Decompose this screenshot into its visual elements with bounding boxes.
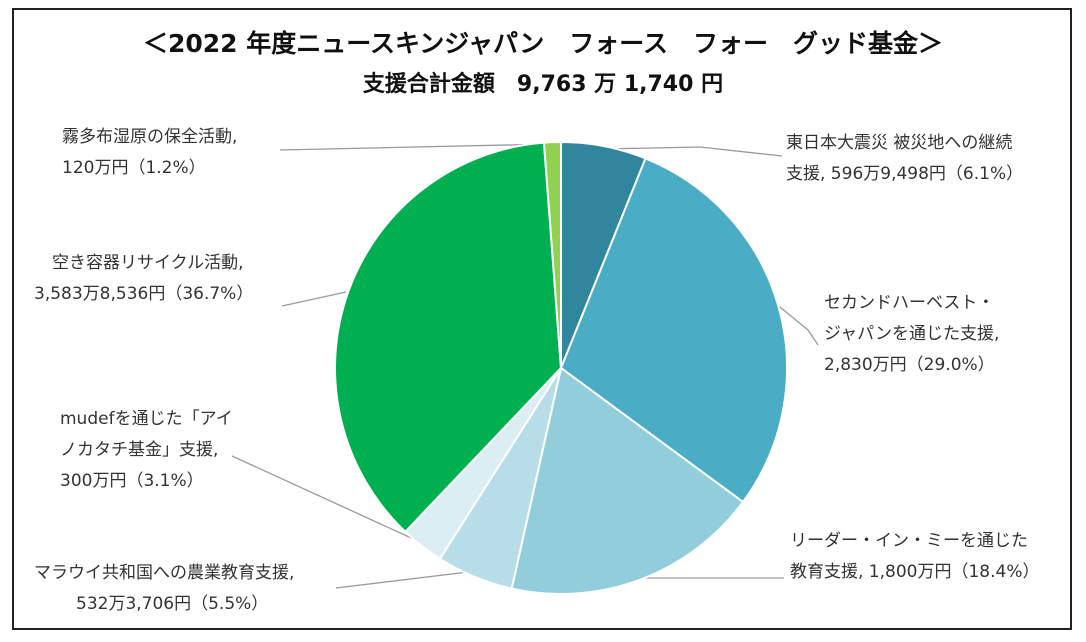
chart-subtitle: 支援合計金額 9,763 万 1,740 円 — [362, 72, 724, 97]
label-malawi: マラウイ共和国への農業教育支援, 532万3,706円（5.5%） — [34, 563, 295, 614]
pie-slice-kiritappu — [542, 140, 562, 369]
label-tohoku: 東日本大震災 被災地への継続 支援, 596万9,498円（6.1%） — [786, 133, 1024, 184]
label-kiritappu: 霧多布湿原の保全活動, 120万円（1.2%） — [62, 127, 238, 178]
label-second-harvest: セカンドハーベスト・ ジャパンを通じた支援, 2,830万円（29.0%） — [824, 293, 1000, 375]
label-reader-in-me: リーダー・イン・ミーを通じた 教育支援, 1,800万円（18.4%） — [790, 531, 1040, 582]
label-recycle: 空き容器リサイクル活動, 3,583万8,536円（36.7%） — [34, 253, 254, 304]
leader-line-mudef — [231, 455, 421, 543]
leader-line-kiritappu — [279, 143, 553, 151]
leader-line-second-harvest — [768, 297, 819, 346]
pie-slice-reader-in-me — [510, 366, 745, 595]
pie-slice-recycle — [334, 141, 563, 534]
chart-title: ＜2022 年度ニュースキンジャパン フォース フォー グッド基金＞ — [142, 29, 944, 58]
pie-slice-second-harvest — [559, 157, 788, 504]
leader-line-tohoku — [602, 146, 783, 157]
leader-line-recycle — [281, 291, 347, 307]
leader-line-malawi — [335, 571, 469, 589]
label-mudef: mudefを通じた「アイ ノカタチ基金」支援, 300万円（3.1%） — [60, 409, 233, 491]
